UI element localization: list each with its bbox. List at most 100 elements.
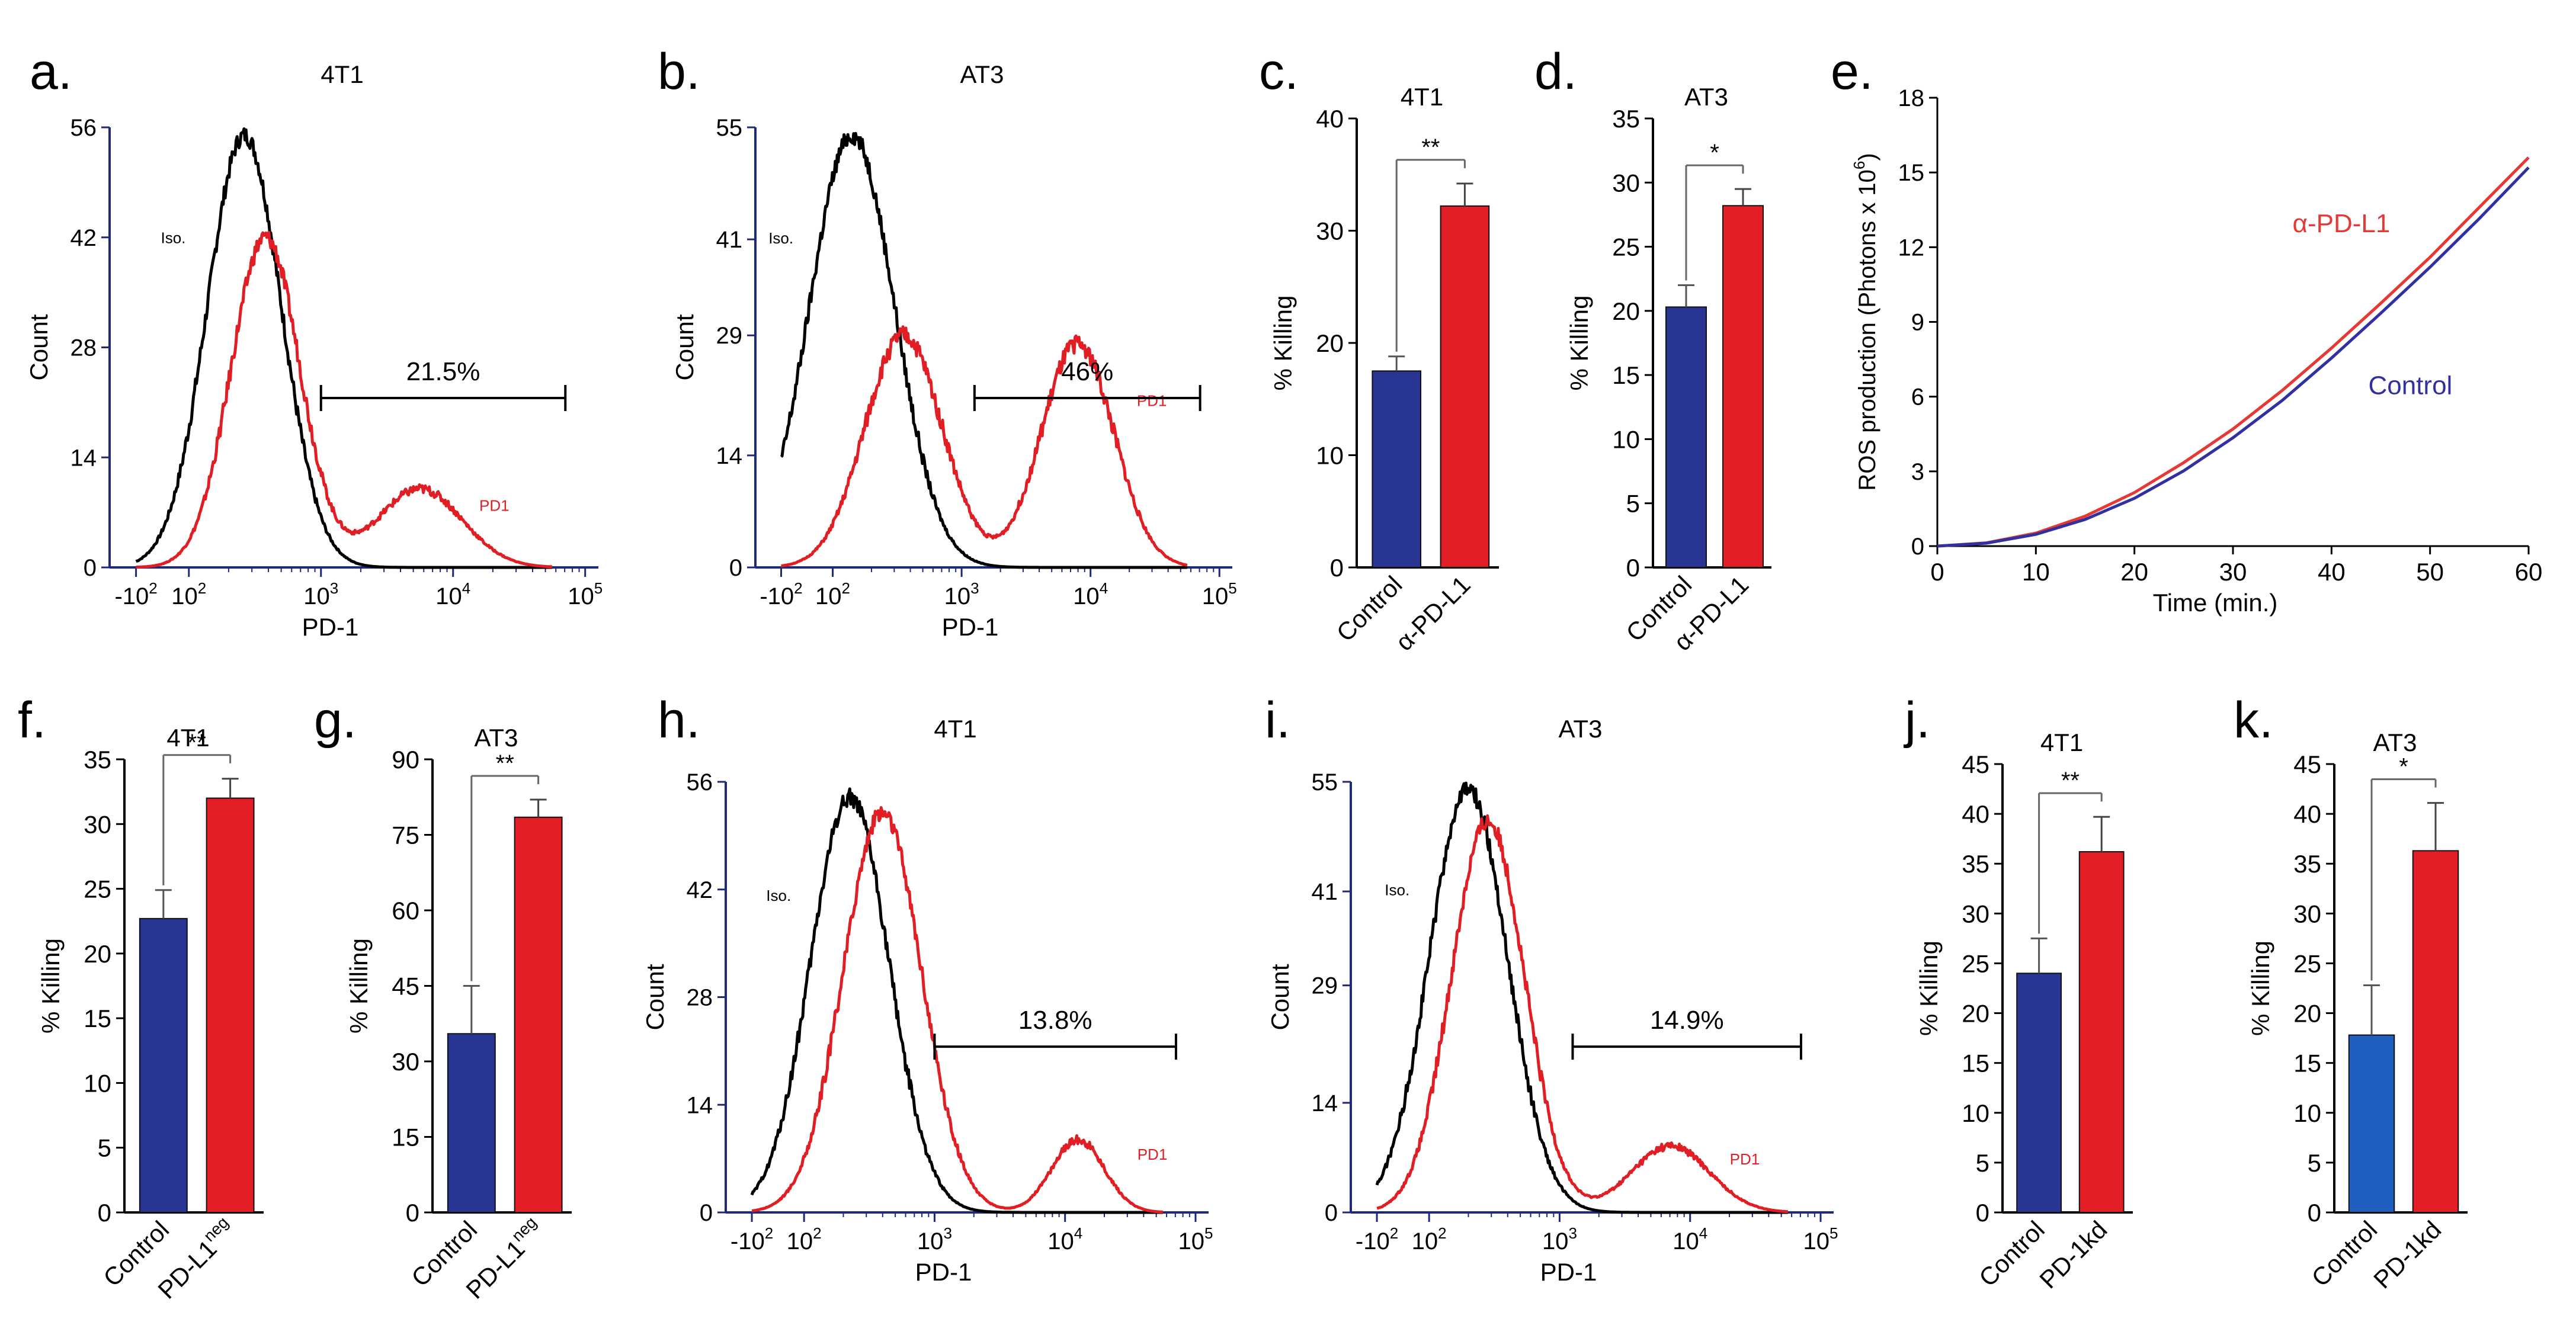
panel-label-i: i. bbox=[1265, 692, 1290, 749]
x-tick-label: 60 bbox=[2515, 558, 2543, 586]
x-tick-label-base: 10 bbox=[787, 1228, 813, 1254]
x-tick-label: -102 bbox=[1356, 1224, 1398, 1254]
panel-label-b: b. bbox=[658, 43, 700, 100]
bar-treatment bbox=[1722, 205, 1764, 569]
x-tick-label: 10 bbox=[2022, 558, 2050, 586]
x-axis-label: PD-1 bbox=[915, 1258, 972, 1286]
y-tick-label: 25 bbox=[2293, 949, 2321, 977]
y-tick-label: 40 bbox=[2293, 800, 2321, 828]
y-tick-label: 30 bbox=[392, 1048, 419, 1076]
x-tick-label: 104 bbox=[435, 579, 470, 609]
y-tick-label: 0 bbox=[2308, 1199, 2321, 1227]
panel-title: 4T1 bbox=[1401, 83, 1443, 111]
histogram-series-iso bbox=[780, 131, 1188, 569]
y-tick-label: 25 bbox=[1612, 233, 1640, 261]
histogram-series-pd1 bbox=[751, 806, 1164, 1214]
y-tick-label: 40 bbox=[1962, 800, 1989, 828]
y-tick-label: 20 bbox=[1962, 1000, 1989, 1028]
y-tick-label: 15 bbox=[392, 1124, 419, 1151]
y-tick-label: 0 bbox=[729, 555, 742, 581]
y-tick-label: 28 bbox=[687, 985, 713, 1011]
x-tick-label: 50 bbox=[2416, 558, 2444, 586]
y-tick-label: 10 bbox=[2293, 1099, 2321, 1127]
x-tick-label: 105 bbox=[1803, 1224, 1838, 1254]
bar-control bbox=[2016, 973, 2062, 1214]
y-tick-label: 30 bbox=[2293, 900, 2321, 928]
y-tick-label: 20 bbox=[2293, 1000, 2321, 1028]
line-series-control bbox=[1937, 166, 2530, 548]
bar-control bbox=[1665, 306, 1707, 568]
y-tick-label: 15 bbox=[2293, 1050, 2321, 1077]
bar-control bbox=[2348, 1034, 2395, 1213]
x-tick-label: 102 bbox=[787, 1224, 822, 1254]
x-tick-label: 104 bbox=[1673, 1224, 1707, 1254]
x-tick-label: 105 bbox=[1202, 579, 1237, 609]
x-tick-label: 103 bbox=[303, 579, 338, 609]
y-axis-label-tail: ) bbox=[1854, 153, 1880, 161]
y-axis-label-base: ROS production (Photons x 10 bbox=[1854, 169, 1880, 491]
x-tick-label-sup: 4 bbox=[1074, 1224, 1082, 1242]
panel-title: AT3 bbox=[475, 724, 518, 752]
y-tick-label: 45 bbox=[1962, 750, 1989, 778]
bar-control bbox=[1372, 370, 1421, 568]
y-tick-label: 14 bbox=[687, 1092, 713, 1118]
x-tick-label-sup: 4 bbox=[462, 579, 470, 597]
x-axis-label: PD-1 bbox=[302, 613, 359, 641]
x-tick-label-base: 10 bbox=[815, 583, 842, 609]
y-tick-label: 28 bbox=[71, 335, 97, 361]
y-tick-label: 35 bbox=[2293, 850, 2321, 878]
x-tick-label: 105 bbox=[568, 579, 603, 609]
histogram-series-pd1 bbox=[135, 230, 553, 569]
gate-percentage: 46% bbox=[1061, 357, 1113, 386]
significance-marker: ** bbox=[2061, 768, 2080, 794]
x-tick-label: 0 bbox=[1930, 558, 1944, 586]
x-tick-label-base: 10 bbox=[568, 583, 594, 609]
panel-label-g: g. bbox=[314, 692, 357, 749]
y-tick-label: 30 bbox=[1612, 169, 1640, 197]
y-tick-label: 5 bbox=[2308, 1149, 2321, 1177]
bar-treatment bbox=[1440, 205, 1490, 568]
panel-title: AT3 bbox=[2373, 729, 2417, 756]
significance-marker: * bbox=[1710, 140, 1719, 166]
x-tick-label-sup: 5 bbox=[1228, 579, 1236, 597]
y-tick-label: 10 bbox=[84, 1069, 111, 1097]
x-tick-label-base: 10 bbox=[944, 583, 971, 609]
x-tick-label-sup: 2 bbox=[842, 579, 850, 597]
y-tick-label: 56 bbox=[687, 769, 713, 795]
pd1-label: PD1 bbox=[479, 496, 510, 514]
y-tick-label: 14 bbox=[1312, 1090, 1338, 1116]
y-tick-label: 15 bbox=[1612, 361, 1640, 389]
x-tick-label: 104 bbox=[1073, 579, 1108, 609]
pd1-label: PD1 bbox=[1730, 1150, 1760, 1168]
y-axis-label: % Killing bbox=[1565, 295, 1593, 390]
pd1-label: PD1 bbox=[1138, 1145, 1168, 1163]
x-axis-label: Time (min.) bbox=[2153, 589, 2278, 617]
x-tick-label: -102 bbox=[730, 1224, 773, 1254]
y-tick-label: 41 bbox=[1312, 879, 1338, 905]
iso-label: Iso. bbox=[1385, 881, 1409, 899]
y-tick-label: 5 bbox=[1626, 490, 1640, 518]
histogram-series-pd1 bbox=[1376, 814, 1789, 1214]
x-tick-label-base: 10 bbox=[1673, 1228, 1699, 1254]
x-tick-label: 103 bbox=[944, 579, 979, 609]
significance-marker: ** bbox=[1421, 134, 1440, 161]
panel-title: 4T1 bbox=[2040, 729, 2083, 756]
x-tick-label-sup: 3 bbox=[943, 1224, 951, 1242]
x-tick-label-sup: 2 bbox=[1390, 1224, 1398, 1242]
y-tick-label: 40 bbox=[1316, 105, 1344, 133]
y-tick-label: 0 bbox=[1911, 534, 1924, 560]
x-tick-label-base: 10 bbox=[435, 583, 462, 609]
y-tick-label: 90 bbox=[392, 746, 419, 774]
panel-label-j: j. bbox=[1903, 692, 1930, 749]
y-axis-label: Count bbox=[671, 314, 699, 380]
y-tick-label: 15 bbox=[1898, 160, 1925, 186]
y-tick-label: 29 bbox=[716, 323, 743, 349]
y-tick-label: 30 bbox=[1316, 217, 1344, 245]
